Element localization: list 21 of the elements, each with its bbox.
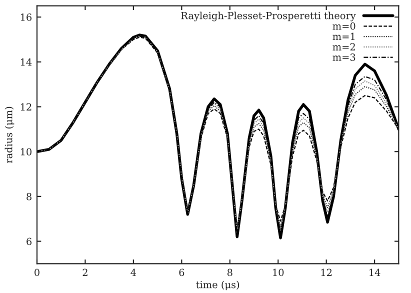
x-tick-label: 12 — [321, 268, 332, 276]
x-tick-label: 6 — [179, 268, 184, 276]
x-tick-label: 14 — [370, 268, 380, 276]
y-tick-label: 10 — [20, 148, 32, 156]
x-tick-label: 2 — [82, 268, 88, 276]
x-tick-label: 8 — [227, 268, 232, 276]
y-tick-label: 12 — [20, 103, 32, 110]
legend-label: m=0 — [332, 22, 356, 30]
legend-label: Rayleigh-Plesset-Prosperetti theory — [181, 12, 356, 22]
legend-label: m=2 — [332, 43, 355, 50]
legend-label: m=1 — [332, 32, 355, 40]
x-tick-label: 4 — [130, 268, 136, 276]
x-axis-title: time (μs) — [196, 280, 240, 290]
y-tick-label: 16 — [20, 14, 32, 21]
y-tick-label: 14 — [20, 58, 32, 66]
x-tick-label: 10 — [273, 268, 284, 276]
y-tick-label: 6 — [26, 238, 32, 246]
y-axis-title: radius (μm) — [4, 106, 14, 164]
x-tick-label: 0 — [34, 268, 40, 276]
legend-label: m=3 — [332, 54, 356, 61]
y-tick-label: 8 — [26, 192, 32, 200]
